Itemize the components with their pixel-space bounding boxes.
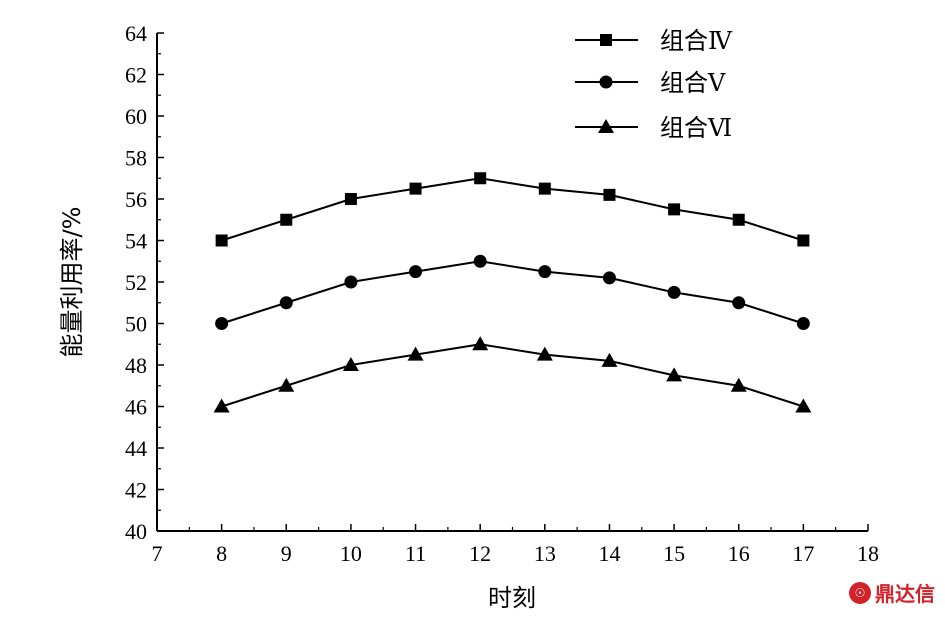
legend-item-2: 组合Ⅴ [575,69,726,97]
series-line [221,260,804,325]
y-tick-label: 54 [125,229,147,254]
x-tick-label: 12 [469,541,491,566]
x-tick-label: 9 [281,541,292,566]
x-axis-ticks: 7 8 9 10 11 12 13 14 15 16 17 18 [152,524,879,566]
x-tick-label: 13 [534,541,556,566]
y-axis-title: 能量利用率/% [58,207,86,358]
data-point [279,296,293,310]
y-tick-label: 64 [125,21,147,46]
y-tick-label: 60 [125,104,147,129]
data-point [668,203,681,216]
y-tick-label: 56 [125,187,147,212]
x-tick-label: 11 [405,541,426,566]
y-tick-label: 46 [125,395,147,420]
y-tick-label: 58 [125,146,147,171]
x-tick-label: 14 [598,541,620,566]
legend-label: 组合Ⅵ [660,114,732,142]
x-axis-title: 时刻 [488,584,536,612]
axes [156,33,868,532]
data-point [472,336,489,351]
data-point [215,234,228,247]
series-line [221,177,804,242]
watermark-logo-icon: ☉ [849,581,871,604]
x-tick-label: 8 [216,541,227,566]
y-tick-label: 44 [125,436,147,461]
data-point [278,377,295,392]
data-point [342,357,359,371]
data-point [344,275,358,289]
x-tick-label: 15 [663,541,685,566]
x-tick-label: 18 [857,541,879,566]
x-tick-label: 17 [792,541,814,566]
data-point [602,271,616,285]
series-1 [215,172,810,247]
data-point [215,317,229,330]
data-point [473,254,487,268]
y-tick-label: 50 [125,312,147,337]
data-point [667,285,681,299]
legend-marker [598,119,614,133]
legend: 组合Ⅳ 组合Ⅴ 组合Ⅵ [575,27,733,142]
series-3 [213,336,812,413]
plot-area [213,172,812,413]
data-point [409,265,423,279]
x-tick-label: 16 [728,541,750,566]
legend-marker [599,75,613,89]
y-tick-label: 62 [125,63,147,88]
y-tick-label: 42 [125,478,147,503]
data-point [732,296,746,310]
data-point [797,234,810,247]
data-point [344,193,357,205]
data-point [730,377,747,392]
data-point [796,317,810,330]
data-point [213,398,230,413]
x-tick-label: 10 [340,541,362,566]
data-point [601,352,618,367]
data-point [666,367,683,382]
data-point [474,172,487,185]
data-point [732,213,745,226]
watermark: ☉ 鼎达信 [849,578,935,607]
data-point [538,265,552,279]
x-tick-label: 7 [152,541,163,566]
legend-item-1: 组合Ⅳ [575,27,733,55]
legend-label: 组合Ⅴ [660,69,726,97]
data-point [409,182,422,195]
y-tick-label: 48 [125,353,147,378]
legend-marker [600,34,612,46]
series-2 [215,254,810,330]
legend-label: 组合Ⅳ [660,27,733,55]
y-tick-label: 52 [125,270,147,295]
data-point [538,182,551,195]
data-point [407,346,424,361]
data-point [536,346,553,361]
y-tick-label: 40 [125,519,147,544]
data-point [280,213,293,226]
data-point [603,188,616,201]
watermark-text: 鼎达信 [875,582,935,606]
y-axis-ticks: 40 42 44 46 48 50 52 54 56 58 60 62 64 [125,21,164,544]
series-line [221,343,804,408]
legend-item-3: 组合Ⅵ [575,114,732,142]
data-point [795,398,812,413]
